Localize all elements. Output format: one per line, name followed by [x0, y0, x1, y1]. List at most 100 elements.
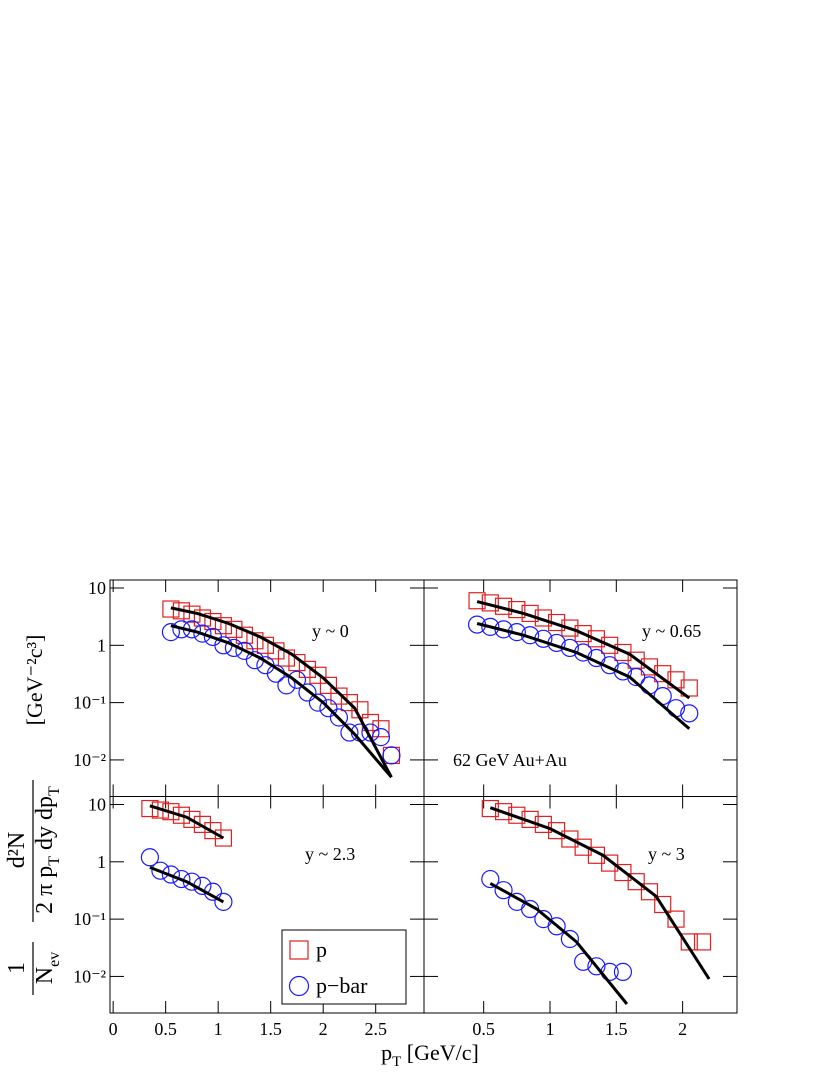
circle-marker [235, 641, 254, 660]
y-title-den: 2 π pT dy dpT [32, 786, 63, 914]
legend-marker [289, 940, 309, 960]
y-title-n: Nev [32, 952, 63, 984]
square-marker [693, 933, 712, 951]
fit-line [489, 882, 629, 1005]
square-marker [481, 799, 499, 818]
circle-marker [371, 728, 391, 747]
x-tick-label: 1.5 [605, 1019, 628, 1039]
square-marker [561, 619, 579, 637]
y-title-num: d²N [4, 832, 30, 869]
y-title-den-sub2: T [46, 786, 63, 796]
y-title-n-main: N [32, 967, 58, 984]
y-title-n-sub: ev [46, 952, 63, 967]
x-title-units: [GeV/c] [401, 1040, 479, 1065]
y-tick-label: 1 [97, 852, 106, 872]
square-marker [640, 883, 659, 901]
circle-marker [193, 624, 212, 643]
square-marker [183, 810, 201, 828]
square-marker [468, 592, 486, 610]
square-marker [654, 895, 672, 914]
circle-marker [277, 676, 296, 695]
fit-line [149, 866, 225, 904]
square-marker [309, 666, 327, 684]
circle-marker [560, 929, 579, 949]
circle-marker [214, 892, 233, 911]
circle-marker [308, 693, 328, 712]
circle-marker [151, 861, 170, 880]
x-tick-label: 0.5 [472, 1019, 495, 1039]
circle-marker [287, 670, 307, 689]
circle-marker [319, 699, 338, 718]
fit-line [489, 806, 711, 980]
y-tick-label: 10⁻² [73, 966, 106, 986]
x-title-sub: T [392, 1054, 401, 1070]
square-marker [193, 815, 212, 833]
circle-marker [140, 848, 160, 867]
circle-marker [172, 869, 191, 889]
annotation: y ~ 0.65 [642, 621, 701, 641]
y-tick-label: 10⁻¹ [73, 909, 106, 929]
square-marker [494, 803, 513, 821]
circle-marker [340, 723, 359, 742]
circle-marker [298, 683, 317, 702]
circle-marker [547, 917, 566, 936]
fit-line [476, 600, 691, 700]
x-tick-label: 1 [214, 1019, 223, 1039]
y-title-one: 1 [4, 962, 30, 974]
circle-marker [161, 623, 181, 642]
square-marker [298, 660, 317, 678]
circle-marker [494, 881, 513, 900]
square-marker [614, 863, 632, 882]
square-marker [574, 625, 592, 643]
annotation: y ~ 0 [312, 621, 349, 641]
square-marker [372, 720, 390, 738]
square-marker [235, 626, 254, 644]
square-marker [204, 822, 222, 840]
legend-marker [288, 975, 310, 997]
circle-marker [329, 708, 349, 727]
x-tick-label: 0.5 [154, 1019, 177, 1039]
circle-marker [382, 746, 401, 765]
square-marker [340, 694, 359, 712]
annotation: y ~ 3 [648, 844, 685, 864]
square-marker [330, 687, 348, 705]
y-title-units: [GeV⁻²c³] [22, 635, 47, 726]
y-title-den-rest: dy dp [32, 796, 58, 856]
square-marker [680, 679, 698, 697]
x-tick-label: 2.5 [364, 1019, 387, 1039]
y-title-den-main: 2 π p [32, 866, 58, 914]
y-tick-label: 10⁻¹ [73, 693, 106, 713]
circle-marker [361, 723, 380, 742]
fit-line [170, 606, 393, 778]
annotation: 62 GeV Au+Au [453, 750, 567, 770]
x-tick-label: 1.5 [259, 1019, 282, 1039]
fit-line [476, 622, 691, 730]
square-marker [640, 658, 659, 676]
x-tick-label: 2 [678, 1019, 687, 1039]
circle-marker [600, 962, 619, 981]
x-tick-label: 0 [109, 1019, 118, 1039]
y-tick-label: 10 [88, 795, 106, 815]
legend-box [281, 929, 407, 1005]
legend-label: p−bar [316, 973, 368, 998]
square-marker [246, 632, 264, 650]
y-tick-label: 10⁻² [73, 750, 106, 770]
circle-marker [680, 704, 699, 723]
circle-marker [481, 869, 500, 889]
legend-label: p [316, 937, 327, 962]
square-marker [601, 636, 619, 654]
square-marker [601, 854, 619, 872]
square-marker [172, 806, 191, 824]
x-tick-label: 1 [545, 1019, 554, 1039]
square-marker [319, 676, 338, 694]
square-marker [587, 630, 606, 648]
fit-line [149, 804, 225, 840]
annotation: y ~ 2.3 [305, 844, 355, 864]
square-marker [214, 829, 233, 847]
y-title-den-sub: T [46, 856, 63, 866]
circle-marker [481, 617, 500, 636]
circle-marker [587, 957, 606, 976]
y-tick-label: 10 [88, 578, 106, 598]
